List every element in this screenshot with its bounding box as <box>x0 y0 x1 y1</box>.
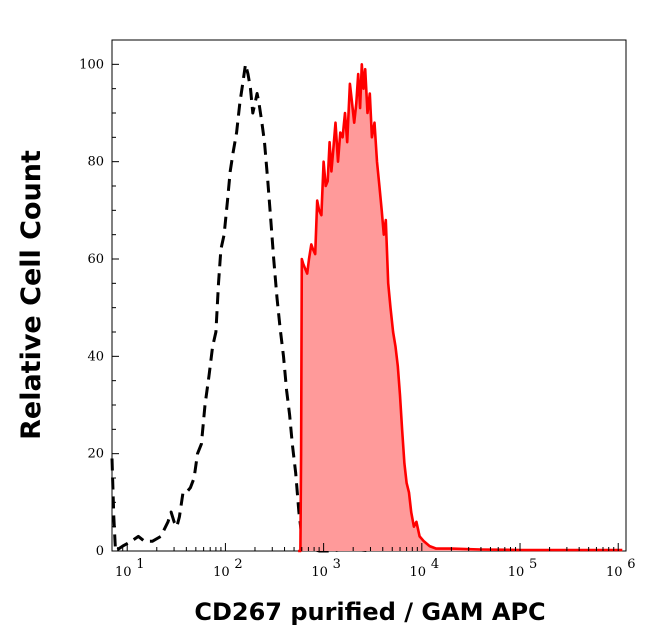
y-tick-label: 20 <box>87 447 104 462</box>
y-tick-label: 40 <box>87 349 104 364</box>
x-tick-label: 10 <box>410 565 427 580</box>
x-tick-exponent: 1 <box>136 557 144 572</box>
y-axis-title: Relative Cell Count <box>16 150 47 440</box>
series-1-line <box>298 63 623 553</box>
y-tick-label: 80 <box>87 155 104 170</box>
x-tick-exponent: 2 <box>234 557 242 572</box>
x-tick-exponent: 5 <box>529 557 537 572</box>
x-tick-label: 10 <box>606 565 623 580</box>
x-tick-label: 10 <box>508 565 525 580</box>
series-layer <box>110 62 623 553</box>
y-tick-label: 0 <box>96 544 104 559</box>
x-tick-exponent: 3 <box>333 557 341 572</box>
series-0-line <box>110 62 371 553</box>
x-axis-title: CD267 purified / GAM APC <box>194 598 545 626</box>
x-tick-exponent: 6 <box>627 557 635 572</box>
y-tick-label: 100 <box>79 57 104 72</box>
y-tick-label: 60 <box>87 252 104 267</box>
axis-layer: 0 20 40 60 80 100 10 1 10 2 10 3 10 4 10 5 10 6 <box>79 57 635 580</box>
x-tick-label: 10 <box>311 565 328 580</box>
x-tick-label: 10 <box>213 565 230 580</box>
x-tick-exponent: 4 <box>431 557 439 572</box>
x-tick-label: 10 <box>115 565 132 580</box>
